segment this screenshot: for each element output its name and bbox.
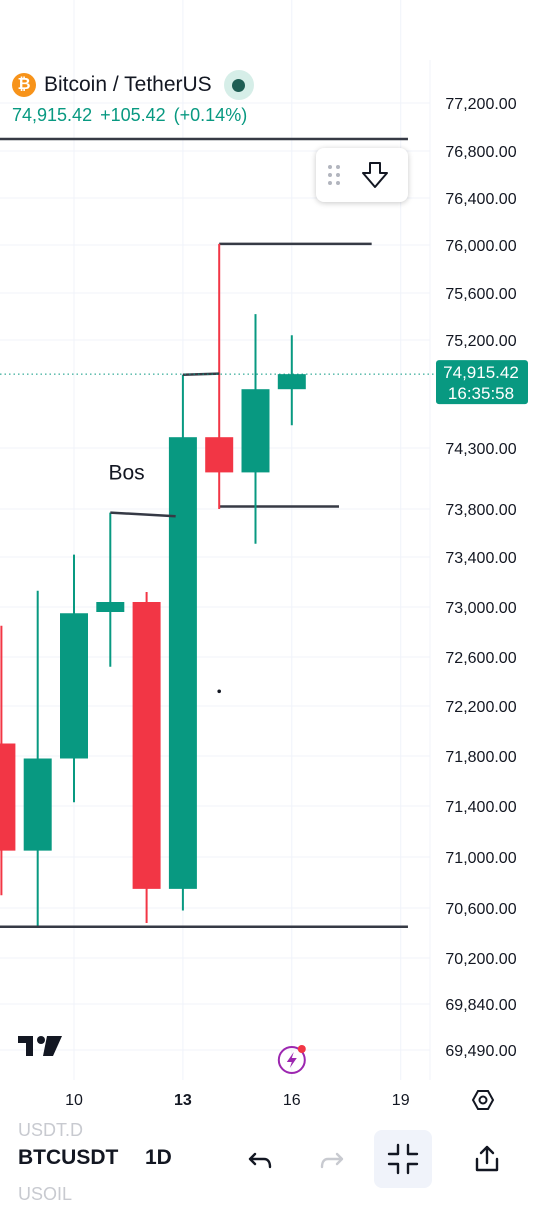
price-tick-label: 73,000.00 [445, 600, 516, 617]
symbol-selector[interactable]: BTCUSDT [18, 1146, 119, 1169]
horizontal-lines[interactable] [0, 137, 408, 928]
bar-countdown-label: 16:35:58 [448, 384, 514, 403]
settings-hexagon-center [478, 1095, 488, 1105]
logo-part-2 [37, 1036, 45, 1044]
price-change: +105.42 [100, 105, 166, 125]
marker-dot [217, 689, 221, 694]
price-tick-label: 75,200.00 [445, 333, 516, 350]
candle-body [60, 613, 88, 759]
watchlist-next-symbol[interactable]: USOIL [18, 1184, 73, 1204]
drag-handle-icon[interactable] [328, 165, 342, 185]
candle-body [168, 437, 197, 889]
arrow-down-icon[interactable] [360, 160, 390, 190]
redo-icon[interactable] [316, 1144, 348, 1176]
logo-part-3 [43, 1036, 62, 1056]
undo-icon[interactable] [244, 1144, 276, 1176]
candle-body [96, 602, 125, 612]
candle-body [23, 758, 52, 851]
lightning-bolt [286, 1052, 297, 1068]
time-axis[interactable]: 10 13 16 19 [65, 1090, 495, 1110]
price-change-percent: (+0.14%) [173, 105, 248, 125]
tradingview-logo-icon[interactable] [18, 1036, 62, 1056]
trend-line[interactable] [110, 511, 176, 518]
price-tick-label: 71,400.00 [445, 799, 516, 816]
annotations: Bos [108, 462, 221, 694]
settings-hexagon-shape [471, 1090, 495, 1110]
bottom-toolbar: USDT.D BTCUSDT USOIL 1D [0, 1120, 536, 1204]
last-price-badge[interactable] [436, 360, 528, 405]
candle-body [132, 602, 161, 889]
price-row: 74,915.42 +105.42 (+0.14%) [12, 105, 255, 126]
price-tick-label: 69,490.00 [445, 1043, 516, 1060]
price-tick-label: 74,300.00 [445, 441, 516, 458]
candle-body [205, 437, 234, 473]
symbol-row: ₿ Bitcoin / TetherUS [12, 70, 255, 100]
price-tick-label: 77,200.00 [445, 96, 516, 113]
candles [0, 243, 306, 926]
price-tick-label: 72,600.00 [445, 650, 516, 667]
lightning-badge [297, 1045, 306, 1053]
symbol-title[interactable]: Bitcoin / TetherUS [44, 73, 212, 96]
date-tick-label: 10 [65, 1092, 83, 1109]
price-tick-label: 73,800.00 [445, 502, 516, 519]
price-tick-label: 69,840.00 [445, 997, 516, 1014]
logo-part-1 [18, 1036, 33, 1056]
price-tick-label: 76,400.00 [445, 191, 516, 208]
price-tick-label: 70,200.00 [445, 951, 516, 968]
price-tick-label: 76,000.00 [445, 238, 516, 255]
price-tick-label: 73,400.00 [445, 550, 516, 567]
last-price-label: 74,915.42 [443, 363, 519, 382]
price-tick-label: 71,000.00 [445, 850, 516, 867]
chart-extras [18, 1036, 306, 1074]
interval-selector[interactable]: 1D [145, 1146, 172, 1169]
price-chart[interactable]: Bos 77,200.00 76,800.00 76,400.00 76,000.00… [0, 0, 536, 1120]
price-tick-label: 75,600.00 [445, 286, 516, 303]
date-tick-label: 19 [392, 1092, 410, 1109]
watchlist-prev-symbol[interactable]: USDT.D [18, 1120, 84, 1140]
bitcoin-icon: ₿ [12, 73, 36, 97]
trend-line[interactable] [182, 372, 220, 377]
annotation-text: Bos [108, 462, 144, 485]
date-tick-label: 16 [283, 1092, 301, 1109]
last-price: 74,915.42 [12, 105, 93, 125]
lightning-circle [277, 1046, 306, 1074]
drawn-trendlines[interactable] [110, 372, 220, 518]
exit-fullscreen-icon[interactable] [374, 1130, 432, 1188]
price-tick-label: 72,200.00 [445, 699, 516, 716]
share-icon[interactable] [470, 1142, 504, 1176]
candle-body [241, 389, 270, 473]
price-tick-label: 70,600.00 [445, 901, 516, 918]
floating-action-button[interactable] [316, 148, 408, 202]
price-tick-label: 71,800.00 [445, 749, 516, 766]
candle-body [0, 743, 16, 851]
candle-body [277, 374, 306, 390]
symbol-header: ₿ Bitcoin / TetherUS 74,915.42 +105.42 (+0… [12, 70, 255, 126]
status-dot [232, 78, 246, 92]
market-status-icon[interactable] [223, 70, 254, 100]
lightning-icon[interactable] [277, 1045, 306, 1074]
price-axis[interactable]: 77,200.00 76,800.00 76,400.00 76,000.00 75,6… [436, 96, 528, 1060]
settings-hexagon-icon[interactable] [471, 1090, 495, 1110]
date-tick-label: 13 [174, 1092, 192, 1109]
price-tick-label: 76,800.00 [445, 144, 516, 161]
